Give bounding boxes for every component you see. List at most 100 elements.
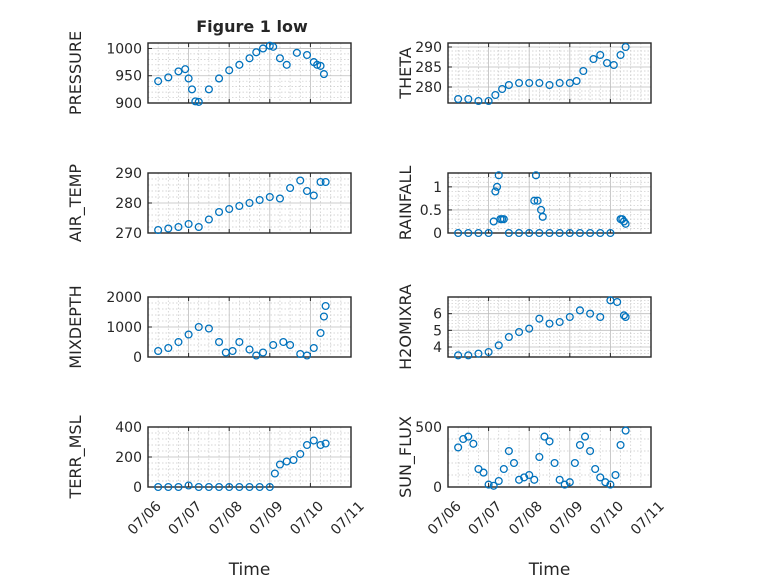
data-point [474,228,483,238]
x-tick-label: 07/08 [206,498,246,538]
data-point [613,297,622,307]
data-point [484,228,493,238]
data-point [555,475,564,484]
data-point [194,97,203,106]
data-point [215,207,224,217]
data-point [316,440,325,450]
data-point [619,311,628,320]
y-axis-label: H2OMIXRA [396,284,415,370]
data-point [269,42,278,51]
data-point [275,460,285,469]
y-tick-label: 1000 [106,320,142,336]
data-point [494,341,503,350]
subplot-pressure: 900 950 1000 PRESSURE [66,31,352,115]
data-point [454,351,463,360]
data-point [555,317,564,327]
y-tick-label: 200 [115,450,142,466]
data-point [555,78,564,88]
data-point [275,54,285,63]
figure-title: Figure 1 low [196,17,308,36]
y-tick-label: 0 [133,350,142,366]
data-point [586,446,595,456]
data-point [255,482,264,492]
y-axis-label: PRESSURE [66,31,85,115]
data-point [174,337,183,347]
y-tick-label: 290 [415,40,442,56]
data-point [591,464,600,474]
data-point [606,228,615,238]
data-point [289,455,298,465]
data-point [493,182,502,191]
data-point [258,348,268,357]
subplot-rainfall: 0 0.5 1 RAINFALL [396,166,652,242]
data-point [204,215,213,224]
data-point [619,217,628,226]
data-point [464,351,473,360]
x-tick-label: 07/07 [465,498,505,538]
x-axis-label: Time [528,560,571,580]
x-tick-label: 07/09 [247,498,287,538]
data-point [484,347,493,357]
y-tick-label: 5 [433,323,442,339]
data-point [194,222,203,232]
data-point [215,74,224,83]
data-point [535,314,544,323]
data-point [545,228,554,238]
data-point [225,482,234,492]
data-point [514,327,524,337]
data-point [575,440,584,450]
data-point [286,340,295,350]
data-point [265,41,274,50]
data-point [606,480,615,489]
data-point [535,78,544,88]
data-point [187,85,197,94]
data-point [292,48,301,57]
data-point [565,478,574,487]
x-tick-label: 07/10 [587,498,627,538]
x-tick-label: 07/06 [425,498,465,538]
data-point [514,228,524,238]
data-point [491,187,500,196]
data-point [545,437,554,446]
data-point [469,439,478,448]
y-tick-label: 2000 [106,290,142,306]
data-point [538,212,547,221]
data-point [321,301,330,311]
data-point [621,42,630,52]
axes-frame [447,426,652,488]
data-point [589,54,598,64]
data-point [309,191,318,200]
data-point [464,228,473,238]
data-point [525,324,534,333]
data-point [621,312,630,322]
data-point [255,195,264,205]
x-tick-label: 07/10 [287,498,327,538]
data-point [489,481,498,490]
data-point [164,482,173,492]
y-tick-label: 270 [115,226,142,242]
data-point [491,90,500,100]
y-tick-label: 0 [133,480,142,496]
data-point [316,61,325,70]
y-tick-label: 900 [115,96,142,112]
data-point [225,66,234,75]
data-point [252,351,261,360]
data-point [321,177,330,187]
data-point [565,312,574,322]
subplot-terr-msl: 0 200 400 07/06 07/07 07/08 07/09 07/10 07/11 Tim… [66,415,368,580]
y-tick-label: 400 [115,420,142,436]
data-point [194,482,203,492]
data-point [530,475,539,484]
data-point [514,78,524,88]
y-axis-label: TERR_MSL [66,415,86,499]
y-axis-label: AIR_TEMP [66,164,86,242]
x-tick-label: 07/11 [328,498,368,538]
data-point [572,76,581,86]
y-tick-label: 280 [115,196,142,212]
data-point [484,96,493,106]
data-point [525,470,534,480]
data-point [279,337,288,347]
y-tick-label: 290 [115,166,142,182]
data-point [174,482,183,492]
axes-frame [447,172,652,234]
